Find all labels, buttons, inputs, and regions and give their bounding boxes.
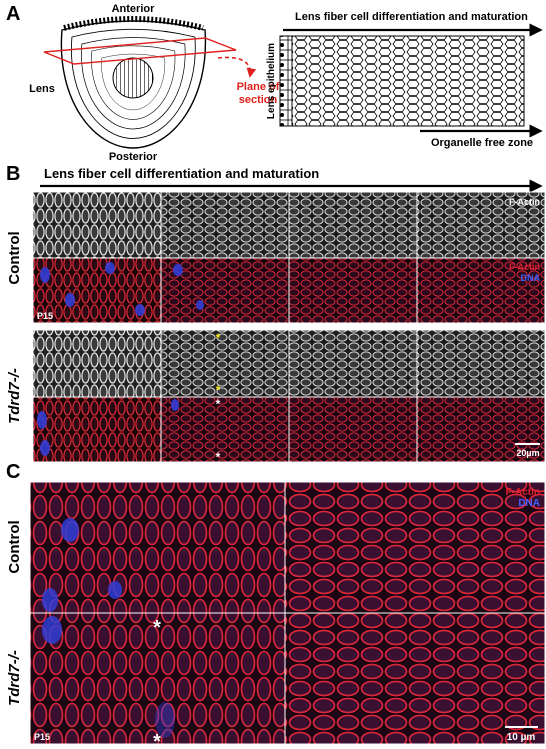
- nucleus: [196, 300, 204, 310]
- panel-title: Lens fiber cell differentiation and matu…: [44, 166, 319, 181]
- panel-label: B: [6, 163, 20, 185]
- micrograph: [288, 329, 418, 398]
- nucleus: [40, 440, 50, 456]
- micrograph: [160, 396, 290, 463]
- micrograph: [32, 191, 162, 259]
- posterior-label: Posterior: [109, 151, 158, 163]
- asterisk: *: [216, 397, 221, 411]
- stain-label: F-Actin: [509, 197, 540, 207]
- stain-label: DNA: [518, 498, 540, 509]
- asterisk: *: [153, 617, 161, 639]
- micrograph: [416, 396, 546, 463]
- micrograph: [284, 612, 546, 745]
- plane-label: Plane of: [237, 81, 280, 93]
- micrograph: [288, 257, 418, 324]
- anterior-label: Anterior: [112, 3, 156, 15]
- micrograph: [160, 191, 290, 259]
- epithelium-cells: [279, 35, 293, 127]
- nucleus: [135, 304, 145, 316]
- nucleus: [65, 293, 75, 307]
- nuclei: [42, 518, 175, 738]
- micrograph: [29, 481, 286, 614]
- organelle-label: Organelle free zone: [431, 137, 533, 149]
- asterisk: *: [216, 450, 221, 464]
- nucleus: [61, 518, 79, 542]
- nucleus: [173, 264, 183, 276]
- micrograph: [416, 257, 546, 324]
- lens-nucleus: [112, 57, 154, 99]
- scale-label: 20µm: [516, 448, 539, 458]
- fiber-cells: [291, 35, 525, 127]
- micrograph: [32, 396, 162, 463]
- micrograph: [416, 191, 546, 259]
- row-label: Tdrd7-/-: [6, 368, 23, 424]
- stain-label: DNA: [521, 273, 541, 283]
- nuclei: [37, 262, 204, 456]
- lens-layer: [70, 28, 196, 139]
- micrograph-grid-c: [29, 481, 546, 745]
- asterisk: *: [216, 331, 221, 345]
- lens-layer: [101, 53, 165, 111]
- micrograph: [416, 329, 546, 398]
- micrograph: [160, 329, 290, 398]
- nucleus: [42, 588, 58, 612]
- panel-label: C: [6, 461, 20, 483]
- micrograph: [29, 612, 286, 745]
- nucleus: [42, 616, 62, 644]
- lens-layer: [91, 45, 176, 120]
- row-label: Control: [6, 231, 23, 284]
- micrograph-grid-b: [32, 191, 546, 463]
- nucleus: [40, 267, 50, 283]
- age-label: P15: [34, 732, 50, 742]
- nucleus: [155, 702, 175, 738]
- plane-label: section: [239, 94, 278, 106]
- lens-capsule: [63, 16, 204, 31]
- micrograph: [284, 481, 546, 614]
- asterisk: *: [153, 731, 161, 749]
- asterisk: *: [216, 383, 221, 397]
- age-label: P15: [37, 311, 53, 321]
- nucleus: [105, 262, 115, 274]
- nucleus: [171, 399, 179, 411]
- lens-layer: [81, 37, 186, 130]
- scale-label: 10 µm: [507, 732, 536, 743]
- stain-label: F-Actin: [506, 487, 540, 498]
- micrograph: [32, 329, 162, 398]
- nucleus: [37, 411, 47, 429]
- plane-of-section: [43, 37, 237, 65]
- nucleus: [108, 581, 122, 599]
- lens-drawing: [43, 16, 257, 149]
- epithelium-label: Lens epithelium: [266, 43, 277, 119]
- micrograph: [288, 191, 418, 259]
- panel-label: A: [6, 3, 20, 25]
- row-label: Tdrd7-/-: [6, 650, 23, 706]
- row-label: Control: [6, 520, 23, 573]
- plane-arrow: [217, 56, 257, 78]
- micrograph: [288, 396, 418, 463]
- lens-label: Lens: [29, 83, 55, 95]
- stain-label: F-Actin: [509, 262, 540, 272]
- fiber-title: Lens fiber cell differentiation and matu…: [295, 11, 528, 23]
